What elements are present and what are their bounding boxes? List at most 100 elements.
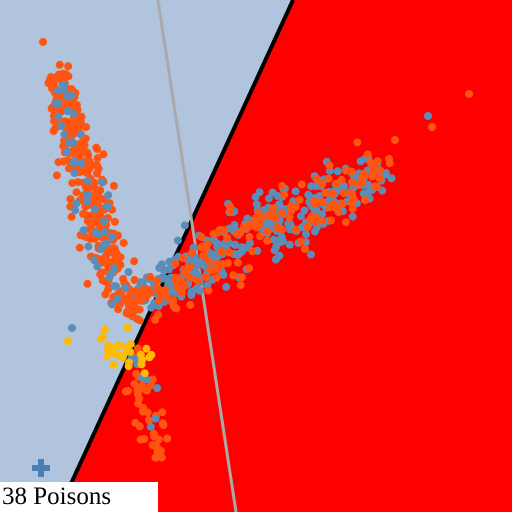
data-point [105,273,114,282]
data-point [137,360,146,369]
data-point [100,254,109,263]
data-point [223,233,232,242]
data-point [130,257,139,266]
data-point [154,296,163,305]
data-point [280,190,289,199]
data-point [256,232,265,241]
data-point [131,287,140,296]
data-point [91,161,100,170]
data-point [285,240,294,249]
data-point [385,154,393,163]
data-point [133,386,142,395]
data-point [230,221,239,229]
data-point [85,217,94,226]
data-point [210,236,218,244]
data-point [100,217,109,226]
data-point [119,239,128,247]
data-point [99,150,108,159]
data-point [171,259,180,268]
data-point [54,70,63,79]
data-point [245,232,254,241]
data-point [110,217,119,226]
data-point [368,170,377,179]
data-point [133,344,142,353]
data-point [347,167,356,176]
data-point [180,221,189,230]
data-point [212,260,221,268]
data-point [132,314,141,323]
data-point [73,147,82,156]
data-point [53,86,62,95]
data-point [147,350,156,359]
data-point [124,362,133,371]
data-point [69,130,78,139]
data-point [341,218,350,227]
data-point [85,211,94,220]
data-point [246,239,254,247]
data-point [391,136,399,144]
data-point [275,251,284,260]
data-point [84,151,93,160]
data-point [76,130,85,139]
data-point [173,236,182,245]
data-point [312,175,321,183]
data-point [71,206,80,215]
data-point [75,243,84,252]
data-point [82,168,91,177]
data-point [39,38,47,46]
data-point [72,199,81,208]
data-point [424,112,432,120]
data-point [204,286,213,295]
data-point [135,305,144,314]
data-point [296,212,305,221]
data-point [62,147,71,156]
data-point [224,259,233,268]
data-point [278,182,287,191]
data-point [348,212,357,221]
data-point [158,419,167,428]
data-point [255,219,264,228]
data-point [318,216,326,225]
data-point [306,250,315,259]
data-point [225,248,234,257]
data-point [197,233,206,241]
data-point [178,288,186,297]
data-point [321,188,330,197]
data-point [226,202,234,211]
data-point [302,230,310,239]
data-point [123,323,132,332]
data-point [318,197,327,206]
data-point [353,138,362,147]
data-point [217,247,226,256]
data-point [273,223,282,232]
data-point [162,292,171,301]
data-point [215,225,224,234]
data-point [285,213,294,222]
data-point [199,251,208,260]
data-point [151,315,160,324]
data-point [339,189,348,198]
data-point [154,450,163,459]
data-point [66,195,75,204]
data-point [238,243,247,252]
data-point [318,180,327,188]
data-point [158,408,167,417]
data-point [63,117,72,126]
data-point [102,352,111,361]
data-point [92,143,101,152]
data-point [53,98,62,107]
data-point [307,182,316,191]
data-point [140,369,149,378]
data-point [428,123,436,131]
data-point [252,214,260,223]
data-point [98,276,107,285]
data-point [136,435,145,444]
data-point [98,178,107,187]
data-point [263,236,272,245]
data-point [291,187,300,196]
data-point [324,174,333,183]
data-point [67,212,76,221]
data-point [127,296,136,305]
data-point [300,245,309,253]
data-point [251,192,260,201]
